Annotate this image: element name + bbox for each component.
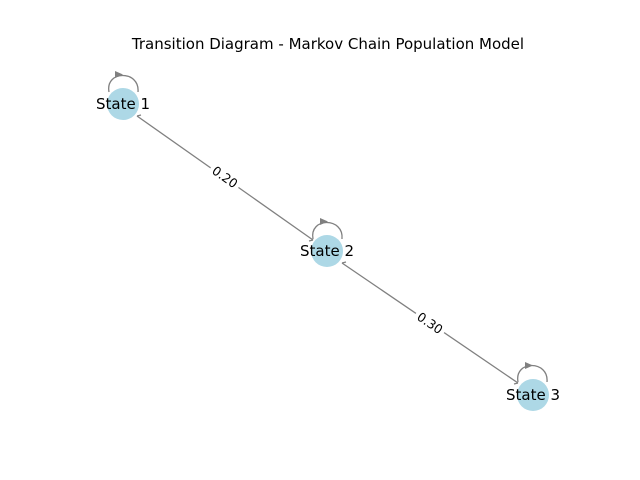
node-circle (107, 88, 139, 120)
edge-arrow-tick (308, 239, 314, 242)
edge-arrow-tick (513, 382, 519, 385)
self-loop-path (108, 75, 139, 93)
node-label: State 2 (300, 242, 354, 260)
edge-label-bg (206, 160, 244, 194)
node-state-3: State 3 (506, 379, 560, 411)
self-loop-arrowhead (115, 71, 123, 78)
edge-label-group: 0.30 (411, 306, 449, 340)
node-label: State 1 (96, 95, 150, 113)
self-loop-arrowhead (320, 218, 328, 225)
self-loop-s1 (108, 71, 139, 93)
node-circle (311, 235, 343, 267)
diagram-title: Transition Diagram - Markov Chain Popula… (131, 35, 524, 53)
edge-label-bg (411, 306, 449, 340)
self-loop-path (312, 222, 343, 240)
node-state-1: State 1 (96, 88, 150, 120)
node-state-2: State 2 (300, 235, 354, 267)
self-loop-s2 (312, 218, 343, 240)
edge-arrow-tick (136, 114, 142, 117)
edge-arrow-tick (341, 261, 347, 264)
self-loop-s3 (517, 362, 548, 383)
edge-label-group: 0.20 (206, 160, 244, 194)
node-circle (517, 379, 549, 411)
node-label: State 3 (506, 386, 560, 404)
edge-s1-s2: 0.20 (136, 114, 314, 242)
self-loop-arrowhead (525, 362, 533, 369)
edge-s2-s3: 0.30 (341, 261, 519, 385)
